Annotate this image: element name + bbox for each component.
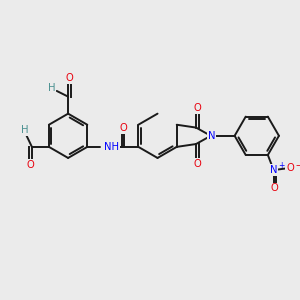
Text: N: N xyxy=(270,165,277,175)
Text: O: O xyxy=(193,159,201,169)
Text: N: N xyxy=(208,131,216,141)
Text: –: – xyxy=(296,160,300,170)
Text: H: H xyxy=(48,83,56,93)
Text: O: O xyxy=(193,103,201,113)
Text: NH: NH xyxy=(104,142,119,152)
Text: H: H xyxy=(21,125,28,135)
Text: +: + xyxy=(278,161,284,170)
Text: O: O xyxy=(27,160,34,170)
Text: O: O xyxy=(271,184,278,194)
Text: O: O xyxy=(65,74,73,83)
Text: O: O xyxy=(286,163,294,173)
Text: O: O xyxy=(119,123,127,133)
